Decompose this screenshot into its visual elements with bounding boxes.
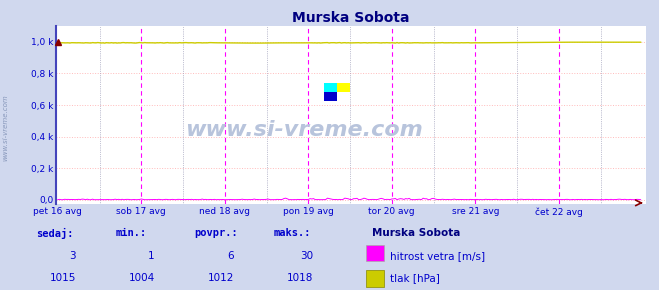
Text: www.si-vreme.com: www.si-vreme.com — [185, 119, 422, 139]
FancyBboxPatch shape — [324, 83, 337, 92]
Text: www.si-vreme.com: www.si-vreme.com — [2, 94, 9, 161]
Text: sedaj:: sedaj: — [36, 228, 74, 239]
Text: min.:: min.: — [115, 228, 146, 238]
Title: Murska Sobota: Murska Sobota — [292, 11, 410, 25]
Text: 6: 6 — [227, 251, 234, 261]
Text: 1004: 1004 — [129, 273, 155, 283]
FancyBboxPatch shape — [337, 83, 351, 92]
Text: 1: 1 — [148, 251, 155, 261]
Text: 3: 3 — [69, 251, 76, 261]
Text: hitrost vetra [m/s]: hitrost vetra [m/s] — [390, 251, 485, 261]
Text: povpr.:: povpr.: — [194, 228, 238, 238]
Text: maks.:: maks.: — [273, 228, 311, 238]
Text: 1012: 1012 — [208, 273, 234, 283]
Bar — [366, 270, 384, 287]
FancyBboxPatch shape — [324, 92, 337, 101]
Bar — [366, 245, 384, 261]
Text: 30: 30 — [300, 251, 313, 261]
Text: tlak [hPa]: tlak [hPa] — [390, 273, 440, 283]
Text: 1015: 1015 — [49, 273, 76, 283]
Text: 1018: 1018 — [287, 273, 313, 283]
Text: Murska Sobota: Murska Sobota — [372, 228, 461, 238]
